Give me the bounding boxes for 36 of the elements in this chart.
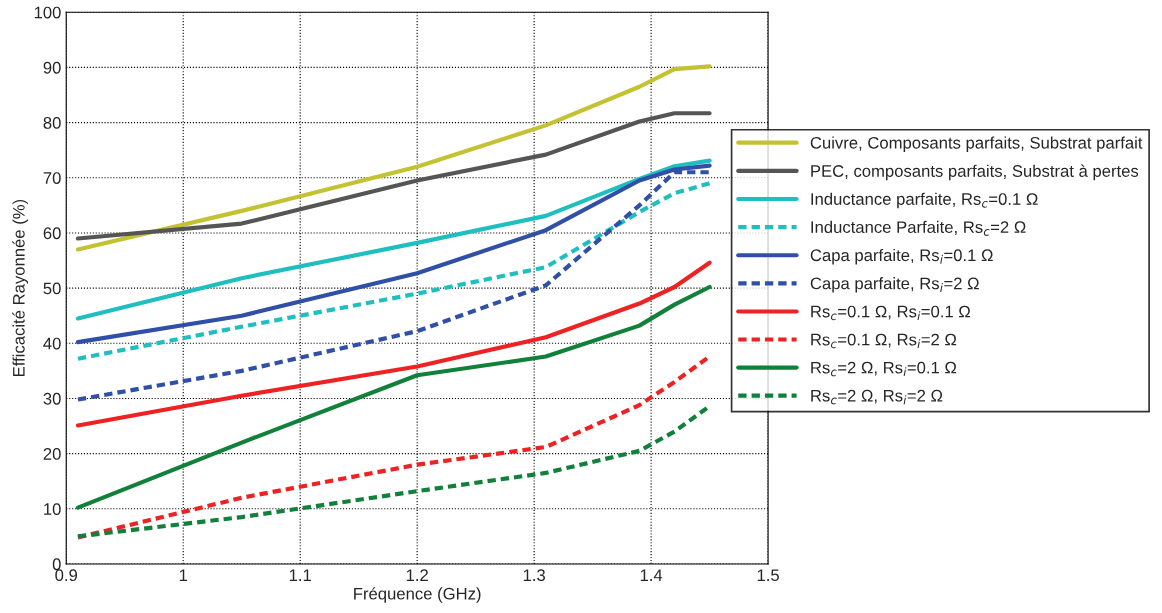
- line-series: [75, 158, 712, 321]
- legend-label: Inductance Parfaite, Rs$_{c}$=2 Ω: [811, 220, 1026, 236]
- y-tick-label: 60: [43, 227, 61, 240]
- x-tick-label: 1.4: [640, 569, 663, 581]
- y-tick-label: 80: [43, 117, 61, 129]
- x-tick-label: 1: [179, 569, 188, 581]
- y-tick-label: 20: [43, 448, 61, 460]
- y-tick-label: 40: [43, 337, 61, 350]
- y-tick-label: 0: [52, 558, 61, 571]
- legend-label: Cuivre, Composants parfaits, Substrat parfait: [810, 136, 1143, 152]
- y-tick-label: 70: [43, 172, 61, 184]
- line-series: [75, 260, 712, 428]
- x-tick-label: 0.9: [55, 569, 78, 582]
- y-axis-title: Efficacité Rayonnée (%): [12, 199, 29, 376]
- x-axis-title: Fréquence (GHz): [354, 587, 481, 603]
- legend-label: Rs$_{c}$=2 Ω, Rs$_{i}$=0.1 Ω: [811, 361, 957, 377]
- line-series: [75, 181, 712, 361]
- legend-label: PEC, composants parfaits, Substrat à pertes: [811, 164, 1139, 181]
- legend-label: Capa parfaite, Rs$_{i}$=0.1 Ω: [810, 248, 993, 265]
- legend-label: Inductance parfaite, Rs$_{c}$=0.1 Ω: [811, 192, 1038, 209]
- y-tick-label: 90: [43, 61, 61, 74]
- legend-label: Rs$_{c}$=0.1 Ω, Rs$_{i}$=2 Ω: [811, 333, 957, 349]
- legend-label: Capa parfaite, Rs$_{i}$=2 Ω: [810, 277, 979, 293]
- legend-label: Rs$_{c}$=2 Ω, Rs$_{i}$=2 Ω: [811, 389, 943, 405]
- line-series: [75, 284, 712, 510]
- legend-label: Rs$_{c}$=0.1 Ω, Rs$_{i}$=0.1 Ω: [811, 305, 971, 321]
- y-tick-label: 50: [43, 282, 61, 295]
- line-series: [75, 64, 712, 252]
- x-tick-label: 1.5: [757, 569, 779, 582]
- line-series: [75, 111, 712, 241]
- y-tick-label: 30: [43, 392, 61, 405]
- x-tick-label: 1.2: [406, 569, 428, 581]
- x-tick-label: 1.3: [523, 569, 545, 582]
- y-tick-label: 10: [44, 503, 61, 515]
- y-tick-label: 100: [34, 6, 61, 19]
- x-tick-label: 1.1: [289, 569, 311, 581]
